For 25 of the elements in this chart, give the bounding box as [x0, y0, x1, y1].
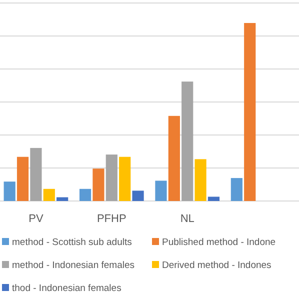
bar [168, 116, 180, 201]
bar [16, 156, 29, 201]
bar [182, 82, 194, 201]
bar [4, 182, 16, 201]
legend-label: method - Scottish sub adults [12, 237, 132, 248]
bar [244, 23, 256, 201]
x-tick-label: PV [28, 213, 44, 225]
legend-label: Published method - Indone [162, 237, 276, 248]
bar [106, 154, 118, 201]
bar [194, 159, 206, 201]
bar [79, 188, 92, 201]
bar [230, 178, 242, 201]
bar [43, 188, 55, 201]
legend-label: Derived method - Indones [162, 260, 272, 271]
bar [92, 168, 104, 201]
bar [132, 190, 144, 201]
x-tick-label: NL [180, 213, 194, 225]
bar [119, 156, 131, 201]
legend-label: thod - Indonesian females [12, 283, 122, 294]
bar [155, 180, 167, 201]
bar [56, 197, 68, 201]
bar [208, 196, 220, 201]
legend-label: method - Indonesian females [12, 260, 135, 271]
x-tick-label: PFHP [96, 213, 126, 225]
bar [30, 148, 42, 201]
